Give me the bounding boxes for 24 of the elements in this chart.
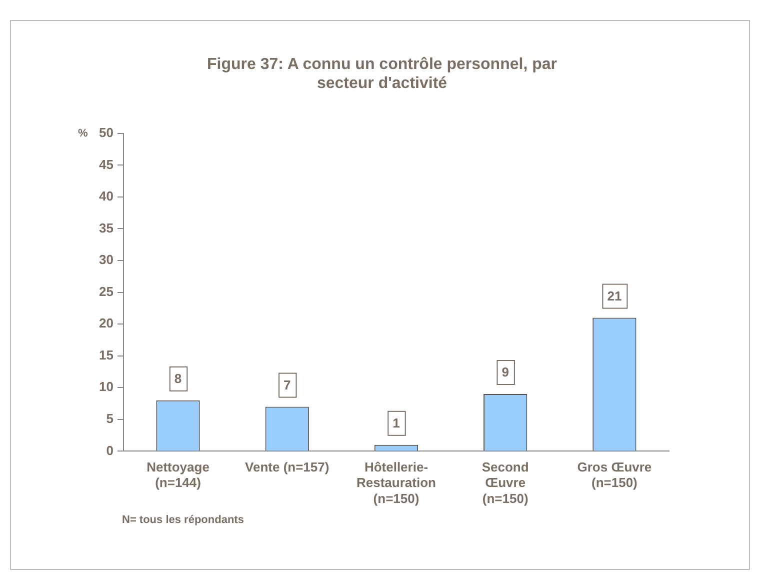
- x-tick-label: Vente (n=157): [245, 460, 330, 475]
- x-tick-label: Hôtellerie- Restauration (n=150): [356, 460, 436, 506]
- y-tick-label: 50: [98, 124, 114, 140]
- y-tick-label: 45: [98, 156, 114, 172]
- y-tick-label: 20: [98, 316, 114, 331]
- y-tick-label: 0: [106, 442, 114, 458]
- chart-title: Figure 37: A connu un contrôle personnel, par secteur d'activité: [207, 56, 557, 92]
- y-axis-title: %: [78, 127, 88, 140]
- text: N= tous les répondants: [122, 514, 244, 526]
- y-tick-label: 15: [98, 347, 114, 362]
- data-label: 8: [174, 370, 182, 386]
- y-tick-label: 5: [106, 411, 114, 426]
- y-tick-label: 35: [98, 220, 114, 236]
- data-label: 21: [607, 288, 622, 304]
- y-tick-label: 25: [98, 284, 114, 299]
- x-tick-label: Gros Œuvre (n=150): [577, 460, 652, 490]
- y-tick-label: 10: [98, 379, 114, 394]
- y-tick-label: 30: [98, 252, 114, 268]
- x-tick-label: Nettoyage (n=144): [146, 460, 210, 490]
- data-label: 7: [284, 377, 291, 392]
- data-label: 9: [502, 364, 509, 380]
- data-label: 1: [392, 415, 400, 430]
- x-tick-label: Second Œuvre (n=150): [482, 460, 529, 506]
- y-tick-label: 40: [98, 188, 114, 204]
